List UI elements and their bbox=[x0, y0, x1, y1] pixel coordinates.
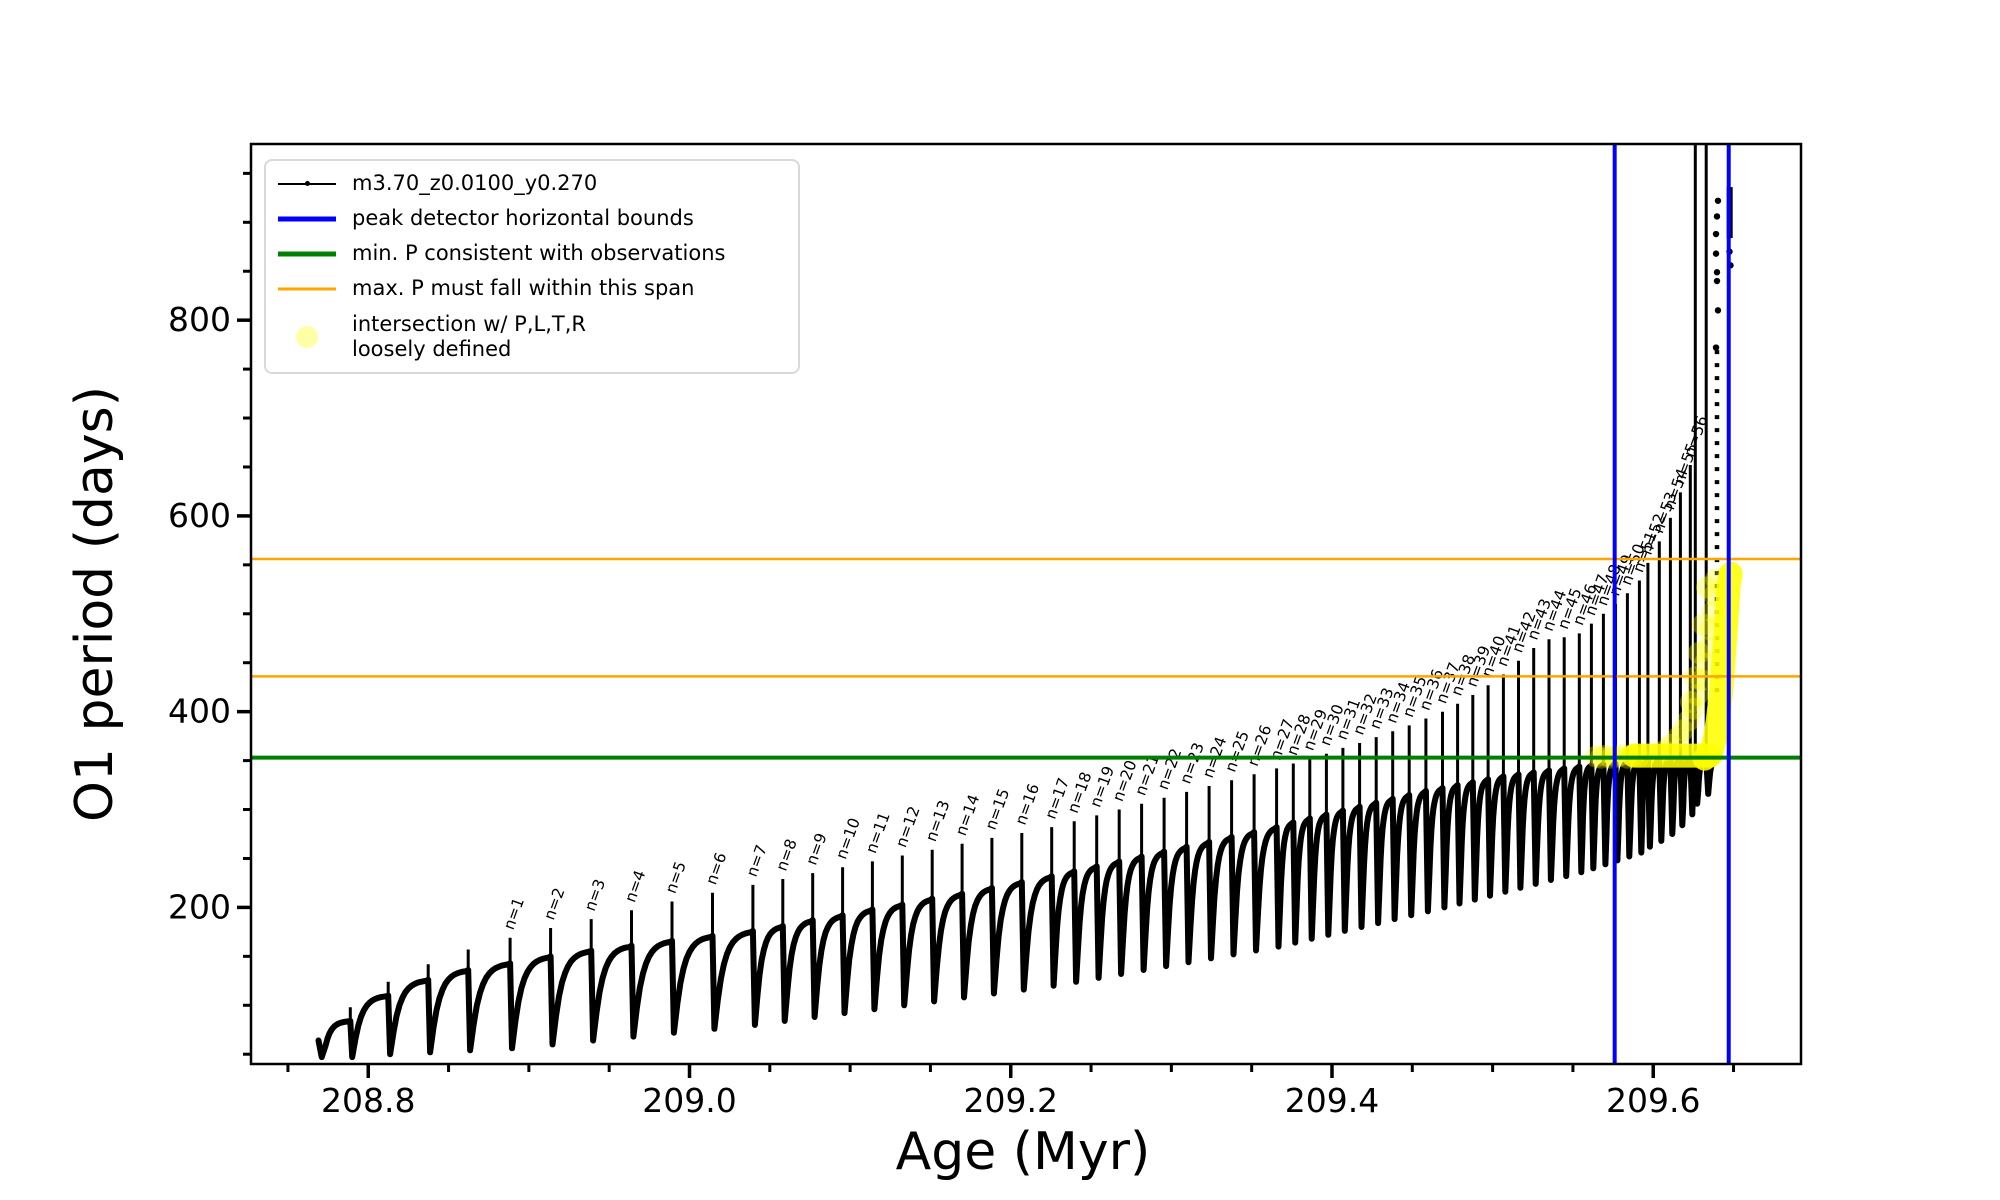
track-dot bbox=[1713, 269, 1721, 276]
track-dot bbox=[1712, 344, 1720, 351]
legend-entry-label: m3.70_z0.0100_y0.270 bbox=[352, 171, 598, 195]
legend-entry-peak-bounds: peak detector horizontal bounds bbox=[278, 206, 786, 231]
intersection-marker bbox=[1696, 576, 1719, 599]
intersection-marker bbox=[1692, 613, 1715, 636]
yellow-marker-sample-icon bbox=[278, 325, 336, 349]
legend-entry-min-p: min. P consistent with observations bbox=[278, 241, 786, 266]
track-dot bbox=[1713, 213, 1721, 220]
pulse-label-n16: n=16 bbox=[1012, 781, 1043, 827]
intersection-marker bbox=[1679, 690, 1702, 713]
pulse-label-n15: n=15 bbox=[982, 786, 1013, 832]
green-line-sample-icon bbox=[278, 242, 336, 266]
y-tick-label: 200 bbox=[168, 887, 231, 926]
pulse-label-n14: n=14 bbox=[952, 792, 983, 838]
pulse-label-n9: n=9 bbox=[803, 831, 831, 868]
x-tick-label: 208.8 bbox=[321, 1081, 415, 1120]
x-axis-label: Age (Myr) bbox=[895, 1122, 1151, 1182]
legend: m3.70_z0.0100_y0.270 peak detector horiz… bbox=[264, 159, 800, 374]
pulse-spikes bbox=[348, 144, 1708, 1021]
model-track-curve bbox=[315, 755, 1719, 1061]
intersection-marker bbox=[1677, 709, 1700, 732]
track-dot bbox=[1714, 307, 1722, 314]
pulse-label-n8: n=8 bbox=[773, 837, 801, 874]
orange-line-sample-icon bbox=[278, 277, 336, 301]
legend-entry-intersection: intersection w/ P,L,T,R loosely defined bbox=[278, 312, 786, 362]
legend-entry-label: intersection w/ P,L,T,R loosely defined bbox=[352, 311, 586, 361]
track-line-sample-icon bbox=[278, 172, 336, 196]
intersection-marker bbox=[1666, 727, 1689, 750]
intersection-marker bbox=[1693, 652, 1716, 675]
pulse-label-n10: n=10 bbox=[832, 816, 863, 862]
pulse-label-n11: n=11 bbox=[862, 810, 893, 856]
pulse-label-n4: n=4 bbox=[621, 868, 649, 905]
x-tick-label: 209.0 bbox=[642, 1081, 736, 1120]
legend-entry-label: peak detector horizontal bounds bbox=[352, 206, 694, 231]
axes-spines bbox=[249, 142, 1803, 1066]
y-axis-label: O1 period (days) bbox=[65, 385, 125, 823]
pulse-label-n7: n=7 bbox=[743, 842, 771, 879]
pulse-label-n3: n=3 bbox=[581, 877, 609, 914]
intersection-marker bbox=[1682, 697, 1705, 720]
intersection-marker bbox=[1686, 684, 1709, 707]
intersection-marker bbox=[1671, 719, 1694, 742]
track-dot bbox=[1713, 277, 1721, 285]
y-tick-label: 600 bbox=[168, 496, 231, 535]
pulse-label-n2: n=2 bbox=[540, 885, 568, 922]
blue-line-sample-icon bbox=[278, 207, 336, 231]
x-tick-label: 209.6 bbox=[1606, 1081, 1700, 1120]
track-dot bbox=[1714, 197, 1722, 204]
track-dot bbox=[1712, 230, 1720, 238]
pulse-label-n1: n=1 bbox=[500, 895, 528, 932]
pulse-label-n13: n=13 bbox=[922, 798, 953, 844]
legend-entry-label: max. P must fall within this span bbox=[352, 276, 695, 301]
legend-entry-label: min. P consistent with observations bbox=[352, 241, 726, 266]
pulse-label-n12: n=12 bbox=[892, 804, 923, 850]
legend-entry-track: m3.70_z0.0100_y0.270 bbox=[278, 171, 786, 196]
legend-entry-max-p-span: max. P must fall within this span bbox=[278, 276, 786, 301]
x-tick-label: 209.4 bbox=[1285, 1081, 1379, 1120]
pulse-label-n6: n=6 bbox=[702, 850, 730, 887]
pulse-label-n5: n=5 bbox=[662, 859, 690, 896]
y-tick-label: 400 bbox=[168, 692, 231, 731]
track-dot bbox=[1712, 250, 1720, 257]
intersection-marker bbox=[1690, 669, 1713, 692]
y-tick-label: 800 bbox=[168, 300, 231, 339]
x-tick-label: 209.2 bbox=[963, 1081, 1057, 1120]
intersection-marker bbox=[1688, 641, 1711, 664]
